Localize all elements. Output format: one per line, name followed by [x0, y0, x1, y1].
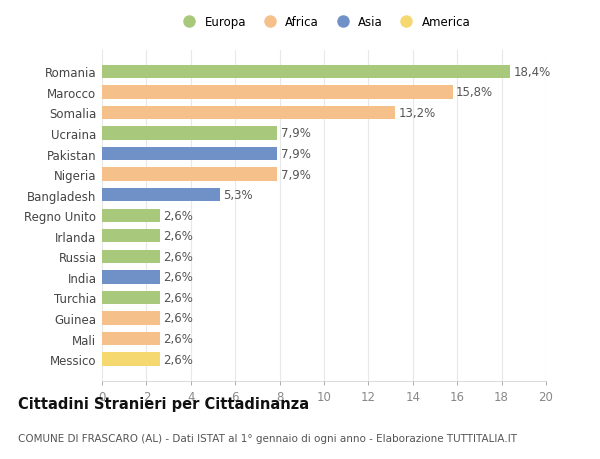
Text: 2,6%: 2,6%: [163, 353, 193, 366]
Text: 5,3%: 5,3%: [223, 189, 253, 202]
Bar: [102, 66, 511, 79]
Bar: [102, 106, 395, 120]
Bar: [102, 86, 453, 99]
Text: 15,8%: 15,8%: [456, 86, 493, 99]
Bar: [102, 189, 220, 202]
Bar: [102, 250, 160, 263]
Text: 2,6%: 2,6%: [163, 230, 193, 243]
Text: 7,9%: 7,9%: [281, 168, 311, 181]
Text: 2,6%: 2,6%: [163, 209, 193, 222]
Text: 2,6%: 2,6%: [163, 312, 193, 325]
Text: 7,9%: 7,9%: [281, 148, 311, 161]
Text: 2,6%: 2,6%: [163, 291, 193, 304]
Bar: [102, 127, 277, 140]
Text: 2,6%: 2,6%: [163, 250, 193, 263]
Bar: [102, 332, 160, 346]
Text: 2,6%: 2,6%: [163, 271, 193, 284]
Bar: [102, 291, 160, 304]
Text: 13,2%: 13,2%: [398, 106, 436, 120]
Text: COMUNE DI FRASCARO (AL) - Dati ISTAT al 1° gennaio di ogni anno - Elaborazione T: COMUNE DI FRASCARO (AL) - Dati ISTAT al …: [18, 433, 517, 442]
Text: 7,9%: 7,9%: [281, 127, 311, 140]
Text: 2,6%: 2,6%: [163, 332, 193, 345]
Bar: [102, 209, 160, 223]
Bar: [102, 168, 277, 181]
Bar: [102, 271, 160, 284]
Text: Cittadini Stranieri per Cittadinanza: Cittadini Stranieri per Cittadinanza: [18, 397, 309, 412]
Text: 18,4%: 18,4%: [514, 66, 551, 78]
Bar: [102, 230, 160, 243]
Bar: [102, 353, 160, 366]
Bar: [102, 312, 160, 325]
Bar: [102, 147, 277, 161]
Legend: Europa, Africa, Asia, America: Europa, Africa, Asia, America: [175, 13, 473, 31]
